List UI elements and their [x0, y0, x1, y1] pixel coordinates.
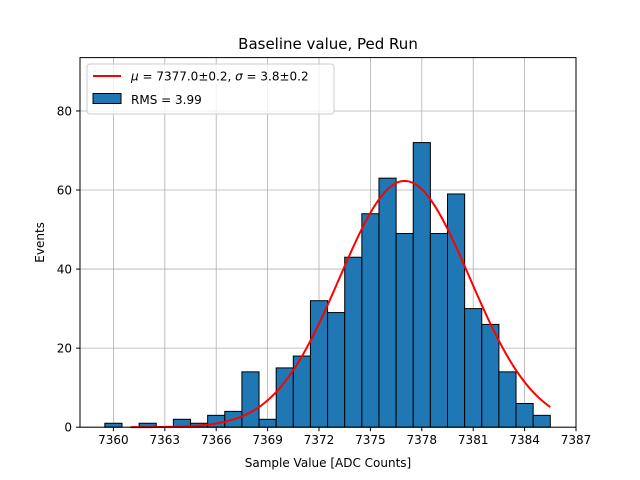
x-tick-label: 7381	[458, 433, 489, 447]
histogram-bar	[395, 233, 414, 428]
histogram-bar	[344, 256, 363, 428]
x-tick-label: 7375	[355, 433, 386, 447]
x-tick-label: 7384	[509, 433, 540, 447]
x-axis-ticks: 7360 7363 7366 7369 7372 7375 7378 7381 7384 7387	[98, 427, 591, 447]
legend-rms-label: RMS = 3.99	[131, 93, 202, 107]
histogram-bar	[498, 371, 517, 428]
histogram-bar	[464, 308, 483, 428]
legend-sigma-symbol: σ	[235, 70, 243, 84]
x-tick-label: 7378	[407, 433, 438, 447]
y-tick-label: 40	[57, 262, 72, 276]
y-tick-label: 60	[57, 183, 72, 197]
histogram-bar	[275, 367, 294, 428]
legend-sigma-value: = 3.8±0.2	[243, 70, 309, 84]
y-tick-label: 20	[57, 341, 72, 355]
y-tick-label: 80	[57, 104, 72, 118]
histogram-bar	[361, 213, 380, 428]
gaussian-fit-curve	[130, 179, 551, 429]
histogram-bar	[481, 323, 500, 428]
histogram-bar	[532, 414, 551, 428]
histogram-bar	[309, 300, 329, 428]
x-axis-label: Sample Value [ADC Counts]	[245, 456, 411, 470]
histogram-bar	[241, 371, 260, 428]
x-tick-label: 7360	[98, 433, 129, 447]
legend: μ = 7377.0±0.2, σ = 3.8±0.2 RMS = 3.99	[86, 63, 335, 115]
legend-mu-symbol: μ	[130, 70, 139, 84]
legend-mu-value: = 7377.0±0.2,	[139, 70, 235, 84]
histogram-bar	[447, 193, 466, 428]
legend-box	[86, 63, 335, 115]
x-tick-label: 7387	[561, 433, 592, 447]
x-tick-label: 7363	[150, 433, 181, 447]
x-tick-label: 7369	[252, 433, 283, 447]
histogram-bars	[104, 142, 551, 428]
y-tick-label: 0	[64, 421, 72, 435]
histogram-bar	[258, 418, 277, 428]
axes-frame	[79, 57, 577, 428]
histogram-bar	[515, 402, 534, 428]
chart-title: Baseline value, Ped Run	[238, 35, 418, 53]
histogram-bar	[207, 414, 226, 428]
y-axis-ticks: 0 20 40 60 80	[57, 104, 80, 435]
histogram-bar	[378, 177, 397, 428]
y-axis-label: Events	[33, 222, 47, 263]
legend-fit-label: μ = 7377.0±0.2, σ = 3.8±0.2	[130, 70, 309, 84]
x-tick-label: 7366	[201, 433, 232, 447]
histogram-bar	[327, 312, 346, 428]
histogram-bar	[104, 422, 123, 428]
histogram-bar	[429, 233, 449, 428]
x-tick-label: 7372	[304, 433, 335, 447]
legend-histogram-swatch	[92, 93, 122, 104]
